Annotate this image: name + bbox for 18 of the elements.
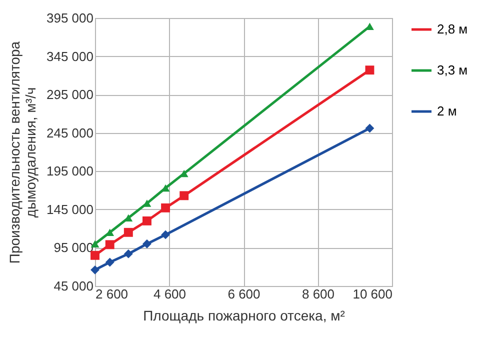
y-tick-label: 345 000 xyxy=(46,48,94,64)
legend-label: 2 м xyxy=(437,104,457,118)
y-tick-label: 245 000 xyxy=(46,125,94,140)
y-tick-label: 195 000 xyxy=(46,164,94,179)
y-tick-label: 145 000 xyxy=(46,202,94,217)
y-tick-label: 45 000 xyxy=(54,278,94,294)
x-tick-label: 4 600 xyxy=(153,286,186,302)
y-tick-label: 95 000 xyxy=(54,240,94,256)
x-tick-label: 2 600 xyxy=(96,286,128,302)
legend-label: 3,3 м xyxy=(437,62,468,78)
x-tick-label: 10 600 xyxy=(352,286,392,302)
x-tick-label: 6 600 xyxy=(228,286,260,302)
y-tick-label: 395 000 xyxy=(46,10,94,26)
y-tick-label: 295 000 xyxy=(46,87,94,102)
x-axis-title: Площадь пожарного отсека, м² xyxy=(143,308,346,324)
legend-label: 2,8 м xyxy=(437,22,468,36)
y-axis-title: Производительность вентилятора дымоудаления, м³/ч xyxy=(6,41,39,264)
x-tick-label: 8 600 xyxy=(302,286,335,302)
